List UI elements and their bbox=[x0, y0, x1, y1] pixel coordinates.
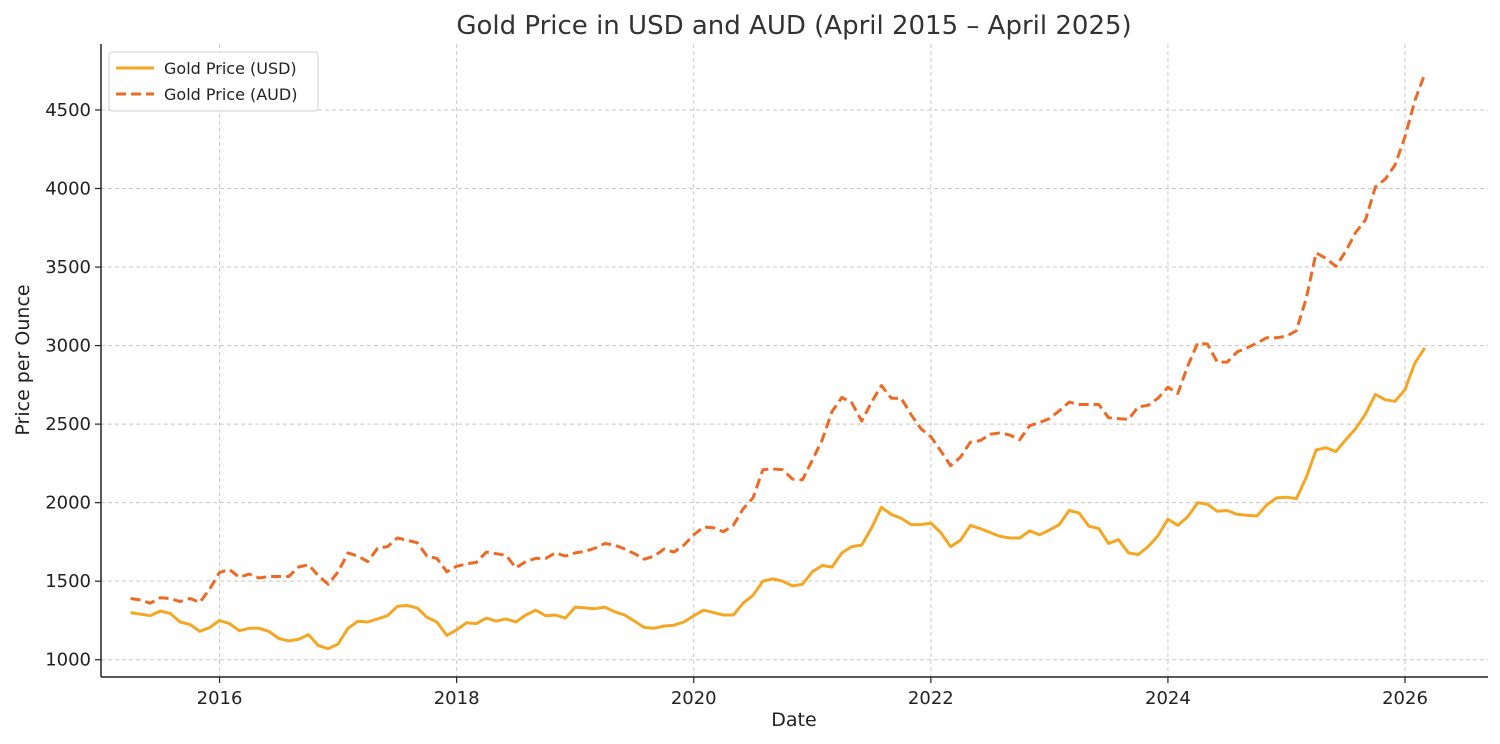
x-tick-label: 2024 bbox=[1145, 688, 1191, 709]
y-tick-label: 4000 bbox=[45, 179, 91, 200]
x-ticks: 2016 2018 2020 2022 2024 2026 bbox=[197, 677, 1428, 709]
y-tick-label: 3500 bbox=[45, 257, 91, 278]
x-tick-label: 2026 bbox=[1382, 688, 1428, 709]
y-tick-label: 3000 bbox=[45, 336, 91, 357]
y-tick-label: 2000 bbox=[45, 493, 91, 514]
legend-box bbox=[108, 51, 319, 112]
y-tick-label: 1500 bbox=[45, 571, 91, 592]
chart-title: Gold Price in USD and AUD (April 2015 – … bbox=[456, 11, 1131, 41]
grid bbox=[101, 44, 1488, 677]
legend-label-usd: Gold Price (USD) bbox=[164, 59, 297, 78]
x-axis-label: Date bbox=[771, 709, 816, 731]
series-line-aud bbox=[130, 73, 1427, 605]
x-tick-label: 2020 bbox=[671, 688, 717, 709]
series-lines bbox=[130, 73, 1427, 651]
legend: Gold Price (USD) Gold Price (AUD) bbox=[108, 51, 319, 112]
y-tick-label: 4500 bbox=[45, 100, 91, 121]
legend-label-aud: Gold Price (AUD) bbox=[164, 85, 297, 104]
y-tick-label: 2500 bbox=[45, 414, 91, 435]
x-tick-label: 2016 bbox=[197, 688, 243, 709]
y-tick-label: 1000 bbox=[45, 650, 91, 671]
x-tick-label: 2022 bbox=[908, 688, 954, 709]
x-tick-label: 2018 bbox=[434, 688, 480, 709]
series-line-usd bbox=[130, 347, 1427, 651]
y-ticks: 1000 1500 2000 2500 3000 3500 4000 4500 bbox=[45, 100, 101, 671]
y-axis-label: Price per Ounce bbox=[12, 284, 34, 435]
